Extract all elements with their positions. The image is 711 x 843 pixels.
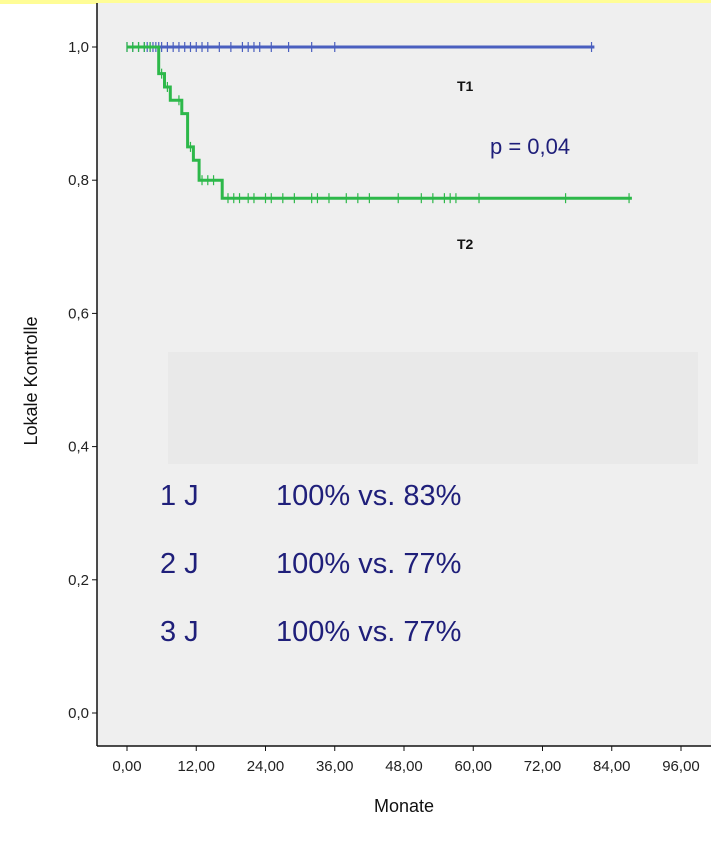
x-tick-label: 36,00	[316, 758, 354, 775]
y-tick-label: 0,0	[68, 705, 89, 722]
y-tick-label: 0,4	[68, 439, 89, 456]
top-highlight-strip	[0, 0, 711, 4]
rate-value-2: 100% vs. 77%	[276, 548, 461, 580]
x-tick-label: 96,00	[662, 758, 700, 775]
ticks: 0,0 0,2 0,4 0,6 0,8 1,0 0,00 12,00 24,00 36,00 48,…	[68, 39, 700, 775]
y-axis-title: Lokale Kontrolle	[21, 316, 41, 445]
p-value-annotation: p = 0,04	[490, 134, 570, 159]
rate-label-1: 1 J	[160, 480, 199, 512]
survival-curve-t2	[127, 45, 632, 200]
x-tick-label: 60,00	[454, 758, 492, 775]
x-tick-label: 72,00	[524, 758, 562, 775]
faint-overlay-box	[168, 352, 698, 464]
y-tick-label: 0,6	[68, 305, 89, 322]
x-tick-label: 24,00	[247, 758, 285, 775]
series-t2	[126, 42, 632, 204]
rate-label-2: 2 J	[160, 548, 199, 580]
x-tick-label: 48,00	[385, 758, 423, 775]
series-layer	[126, 42, 632, 204]
series-label-t2: T2	[457, 236, 474, 252]
x-tick-label: 0,00	[112, 758, 141, 775]
rate-label-3: 3 J	[160, 616, 199, 648]
x-tick-label: 12,00	[177, 758, 215, 775]
series-label-t1: T1	[457, 78, 474, 94]
rate-value-1: 100% vs. 83%	[276, 480, 461, 512]
y-tick-label: 0,2	[68, 572, 89, 589]
rate-value-3: 100% vs. 77%	[276, 616, 461, 648]
x-axis-title: Monate	[374, 796, 434, 816]
x-tick-label: 84,00	[593, 758, 631, 775]
y-tick-label: 0,8	[68, 172, 89, 189]
y-tick-label: 1,0	[68, 39, 89, 56]
